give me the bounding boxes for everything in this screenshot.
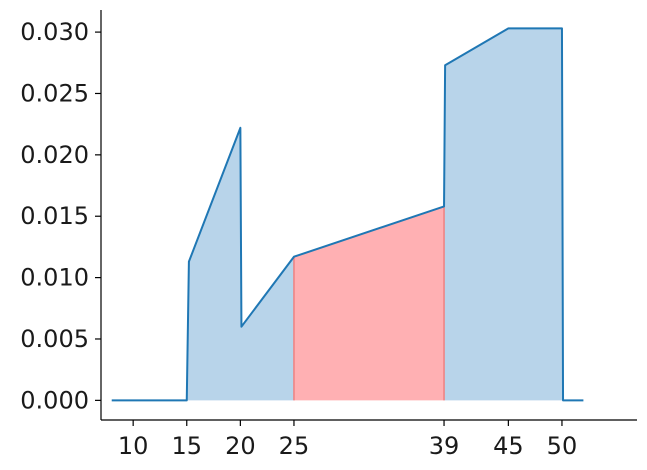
x-tick-label-20: 20: [225, 432, 256, 460]
area-fill-right: [444, 28, 584, 401]
y-tick-label-1: 0.005: [20, 325, 89, 353]
y-tick-label-2: 0.010: [20, 264, 89, 292]
y-tick-label-0: 0.000: [20, 386, 89, 414]
y-tick-label-6: 0.030: [20, 18, 89, 46]
x-tick-label-39: 39: [429, 432, 460, 460]
x-tick-label-45: 45: [493, 432, 524, 460]
highlighted-interval-fill: [293, 206, 445, 401]
area-fill-left: [111, 127, 294, 401]
x-tick-label-50: 50: [547, 432, 578, 460]
series-lines: [111, 27, 584, 402]
area-fills: [111, 28, 584, 401]
y-tick-label-3: 0.015: [20, 202, 89, 230]
axes: 10 15 20 25 39 45 50 0.000 0.005 0.010 0.015 0.020 0…: [20, 10, 637, 460]
x-tick-label-15: 15: [171, 432, 202, 460]
y-tick-label-4: 0.020: [20, 141, 89, 169]
y-tick-label-5: 0.025: [20, 79, 89, 107]
series-line: [111, 27, 584, 402]
x-tick-label-25: 25: [279, 432, 310, 460]
x-tick-label-10: 10: [118, 432, 149, 460]
